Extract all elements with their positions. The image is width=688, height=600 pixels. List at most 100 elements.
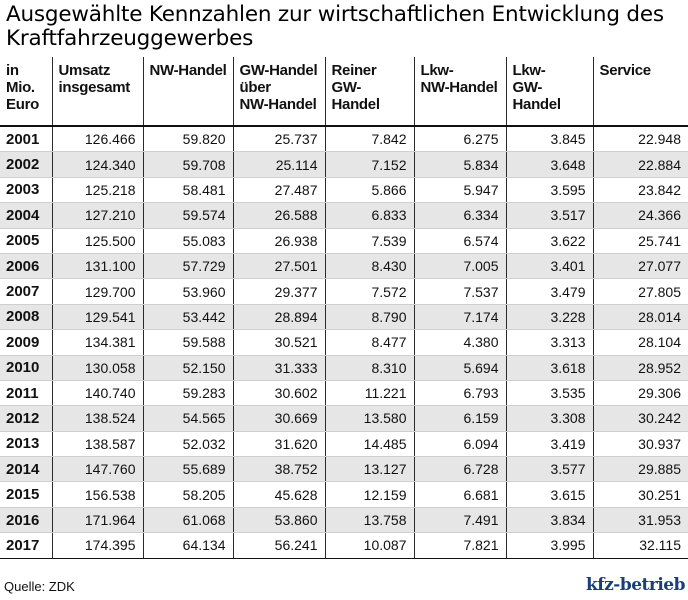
value-cell: 61.068	[142, 507, 233, 534]
value-cell: 12.159	[324, 481, 414, 508]
value-cell: 29.306	[592, 380, 688, 407]
value-cell: 5.947	[413, 177, 506, 204]
value-cell: 59.283	[142, 380, 233, 407]
value-cell: 55.689	[142, 456, 233, 483]
year-cell: 2002	[0, 151, 52, 178]
value-cell: 29.377	[232, 278, 325, 305]
table-row: 2016 171.964 61.068 53.860 13.758 7.491 3.834 3…	[0, 507, 688, 534]
source-note: Quelle: ZDK	[4, 579, 75, 594]
value-cell: 171.964	[51, 507, 143, 534]
value-cell: 3.577	[505, 456, 593, 483]
value-cell: 126.466	[51, 126, 143, 153]
column-header: NW-Handel	[142, 57, 233, 127]
value-cell: 58.205	[142, 481, 233, 508]
brand-logo: kfz-betrieb	[586, 575, 685, 595]
column-header: in Mio. Euro	[0, 57, 52, 127]
value-cell: 8.477	[324, 329, 414, 356]
value-cell: 147.760	[51, 456, 143, 483]
year-cell: 2004	[0, 202, 52, 229]
value-cell: 31.953	[592, 507, 688, 534]
year-cell: 2013	[0, 431, 52, 458]
value-cell: 5.834	[413, 151, 506, 178]
value-cell: 4.380	[413, 329, 506, 356]
column-header: GW-Handel über NW-Handel	[232, 57, 325, 127]
value-cell: 13.580	[324, 405, 414, 432]
year-cell: 2006	[0, 253, 52, 280]
value-cell: 130.058	[51, 355, 143, 381]
year-cell: 2011	[0, 380, 52, 407]
value-cell: 30.521	[232, 329, 325, 356]
value-cell: 129.700	[51, 278, 143, 305]
value-cell: 27.501	[232, 253, 325, 280]
value-cell: 29.885	[592, 456, 688, 483]
value-cell: 3.615	[505, 481, 593, 508]
year-cell: 2003	[0, 177, 52, 204]
value-cell: 30.242	[592, 405, 688, 432]
value-cell: 38.752	[232, 456, 325, 483]
value-cell: 131.100	[51, 253, 143, 280]
value-cell: 3.401	[505, 253, 593, 280]
value-cell: 6.334	[413, 202, 506, 229]
value-cell: 3.479	[505, 278, 593, 305]
table-row: 2004 127.210 59.574 26.588 6.833 6.334 3.517 24…	[0, 202, 688, 229]
value-cell: 7.174	[413, 304, 506, 331]
value-cell: 13.758	[324, 507, 414, 534]
table-row: 2008 129.541 53.442 28.894 8.790 7.174 3.228 28…	[0, 304, 688, 331]
value-cell: 56.241	[232, 532, 325, 559]
table-row: 2017 174.395 64.134 56.241 10.087 7.821 3.995 3…	[0, 532, 688, 559]
value-cell: 7.005	[413, 253, 506, 280]
value-cell: 52.032	[142, 431, 233, 458]
value-cell: 5.866	[324, 177, 414, 204]
table-row: 2005 125.500 55.083 26.938 7.539 6.574 3.622 25…	[0, 228, 688, 254]
value-cell: 8.430	[324, 253, 414, 280]
value-cell: 28.894	[232, 304, 325, 331]
value-cell: 28.014	[592, 304, 688, 331]
year-cell: 2007	[0, 278, 52, 305]
value-cell: 25.737	[232, 126, 325, 153]
value-cell: 22.948	[592, 126, 688, 153]
value-cell: 125.500	[51, 228, 143, 254]
value-cell: 3.618	[505, 355, 593, 381]
column-header: Lkw- NW-Handel	[413, 57, 506, 127]
column-header: Lkw- GW-Handel	[505, 57, 593, 127]
table-row: 2001 126.466 59.820 25.737 7.842 6.275 3.845 22…	[0, 126, 688, 153]
table-row: 2007 129.700 53.960 29.377 7.572 7.537 3.479 27…	[0, 278, 688, 305]
value-cell: 3.517	[505, 202, 593, 229]
value-cell: 124.340	[51, 151, 143, 178]
value-cell: 59.820	[142, 126, 233, 153]
table-row: 2010 130.058 52.150 31.333 8.310 5.694 3.618 28…	[0, 355, 688, 381]
year-cell: 2005	[0, 228, 52, 254]
value-cell: 3.648	[505, 151, 593, 178]
value-cell: 32.115	[592, 532, 688, 559]
value-cell: 14.485	[324, 431, 414, 458]
year-cell: 2015	[0, 481, 52, 508]
value-cell: 24.366	[592, 202, 688, 229]
table-row: 2011 140.740 59.283 30.602 11.221 6.793 3.535 2…	[0, 380, 688, 407]
year-cell: 2009	[0, 329, 52, 356]
table-row: 2009 134.381 59.588 30.521 8.477 4.380 3.313 28…	[0, 329, 688, 356]
value-cell: 7.572	[324, 278, 414, 305]
value-cell: 7.842	[324, 126, 414, 153]
column-header: Service	[592, 57, 688, 127]
value-cell: 134.381	[51, 329, 143, 356]
value-cell: 8.310	[324, 355, 414, 381]
value-cell: 54.565	[142, 405, 233, 432]
value-cell: 30.251	[592, 481, 688, 508]
table-row: 2015 156.538 58.205 45.628 12.159 6.681 3.615 3…	[0, 481, 688, 508]
value-cell: 3.313	[505, 329, 593, 356]
value-cell: 22.884	[592, 151, 688, 178]
value-cell: 28.952	[592, 355, 688, 381]
value-cell: 3.834	[505, 507, 593, 534]
value-cell: 6.275	[413, 126, 506, 153]
year-cell: 2008	[0, 304, 52, 331]
value-cell: 3.535	[505, 380, 593, 407]
value-cell: 25.741	[592, 228, 688, 254]
header-row: in Mio. Euro Umsatz insgesamt NW-Handel GW…	[0, 57, 688, 127]
value-cell: 57.729	[142, 253, 233, 280]
value-cell: 31.333	[232, 355, 325, 381]
value-cell: 7.152	[324, 151, 414, 178]
value-cell: 52.150	[142, 355, 233, 381]
value-cell: 30.669	[232, 405, 325, 432]
year-cell: 2016	[0, 507, 52, 534]
value-cell: 30.937	[592, 431, 688, 458]
